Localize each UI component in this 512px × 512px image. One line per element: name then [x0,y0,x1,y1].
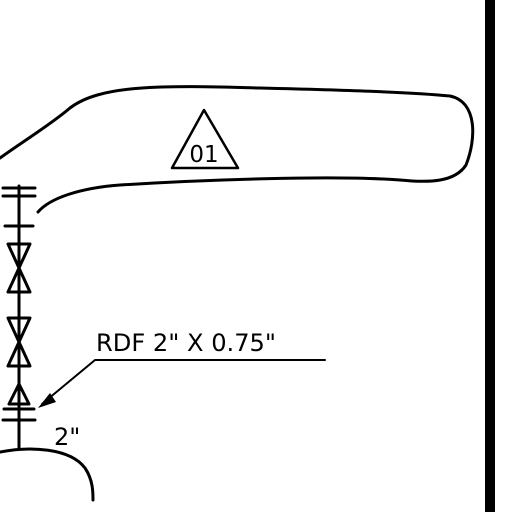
pipe-size-label: 2" [54,423,80,451]
vessel-outline [0,447,95,502]
revision-triangle [170,108,240,170]
valve-lower [6,316,32,368]
leader-line [41,359,326,405]
leader-arrowhead [38,393,56,408]
border-frame-line [485,0,495,512]
revision-tag: 01 [189,142,218,168]
reducer-label: RDF 2" X 0.75" [96,329,276,357]
revision-cloud [0,85,475,214]
valve-upper [6,242,32,294]
reducer-fitting [2,382,36,411]
